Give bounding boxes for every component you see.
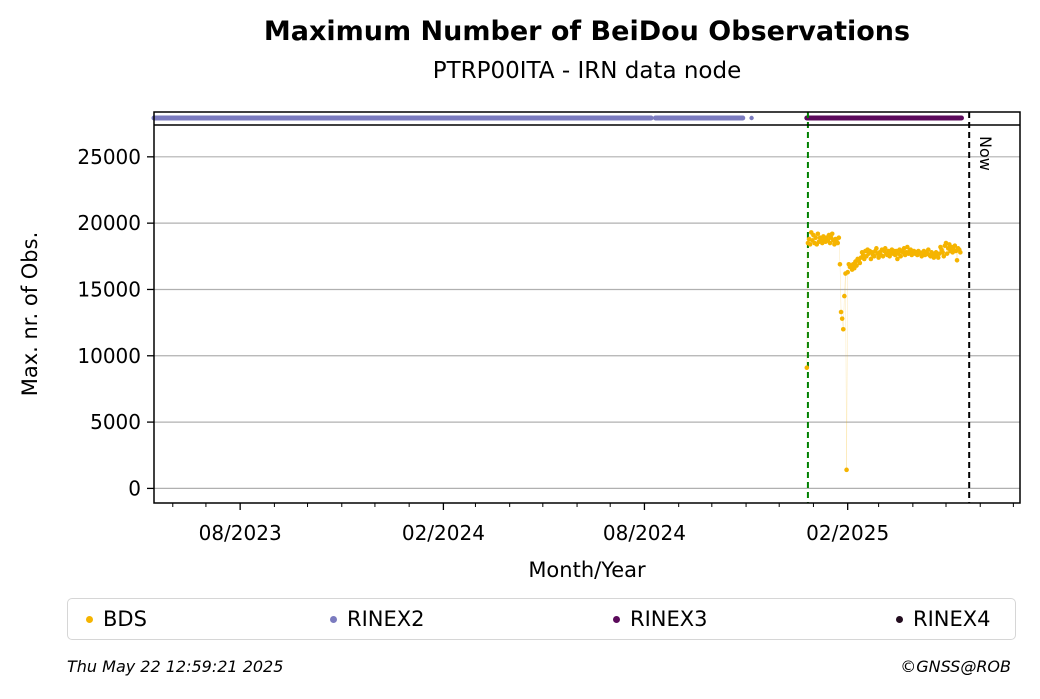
x-axis: 08/2023 02/2024 08/2024 02/2025	[172, 503, 1014, 545]
now-label: Now	[976, 136, 995, 171]
bds-point	[827, 240, 833, 246]
bds-point	[837, 261, 843, 267]
reference-lines: Now	[806, 112, 995, 503]
bds-point	[844, 467, 849, 473]
bds-point	[854, 263, 859, 268]
bds-point	[815, 231, 821, 237]
legend-marker-bds	[86, 615, 93, 623]
chart-subtitle: PTRP00ITA - IRN data node	[432, 58, 742, 84]
bds-connector	[806, 232, 961, 470]
y-tick-label: 25000	[77, 145, 141, 169]
y-tick-label: 10000	[77, 344, 141, 368]
y-tick-label: 0	[128, 476, 141, 500]
bds-point	[871, 254, 877, 259]
bds-point	[845, 269, 850, 275]
bds-point	[898, 254, 904, 259]
y-axis: 0 5000 10000 15000 20000 25000	[77, 145, 154, 500]
bds-points	[804, 230, 963, 473]
bds-point	[835, 240, 841, 246]
gridlines	[154, 156, 1020, 490]
legend-marker-rinex2	[330, 615, 337, 623]
bds-point	[804, 365, 810, 371]
bds-point	[882, 246, 888, 251]
legend: BDS RINEX2 RINEX3 RINEX4	[67, 598, 1016, 640]
bds-point	[954, 257, 960, 263]
format-point-rinex2	[749, 115, 754, 121]
legend-label-bds: BDS	[103, 607, 147, 631]
bds-point	[839, 316, 845, 321]
legend-item-rinex4: RINEX4	[896, 599, 991, 639]
bds-point	[838, 309, 844, 315]
bds-point	[857, 260, 863, 266]
legend-label-rinex4: RINEX4	[913, 607, 991, 631]
bds-point	[813, 235, 818, 241]
legend-label-rinex3: RINEX3	[630, 607, 708, 631]
bds-point	[868, 256, 874, 262]
x-axis-label: Month/Year	[528, 558, 646, 582]
x-tick-label: 08/2024	[603, 521, 686, 545]
bds-point	[836, 235, 842, 241]
bds-point	[887, 254, 892, 259]
bds-point	[940, 250, 945, 255]
legend-item-rinex2: RINEX2	[330, 599, 425, 639]
y-tick-label: 15000	[77, 277, 141, 301]
plot-frame	[153, 111, 1021, 504]
footer-credit: ©GNSS@ROB	[900, 657, 1011, 676]
x-tick-label: 02/2025	[806, 521, 889, 545]
bds-point	[895, 256, 900, 262]
bds-point	[944, 251, 950, 256]
legend-item-rinex3: RINEX3	[613, 599, 708, 639]
footer-timestamp: Thu May 22 12:59:21 2025	[67, 657, 284, 676]
x-tick-label: 08/2023	[199, 521, 282, 545]
legend-label-rinex2: RINEX2	[347, 607, 425, 631]
legend-marker-rinex3	[613, 615, 620, 623]
x-tick-label: 02/2024	[402, 521, 485, 545]
legend-item-bds: BDS	[86, 599, 147, 639]
bds-point	[874, 246, 879, 251]
chart-title: Maximum Number of BeiDou Observations	[263, 16, 911, 47]
legend-marker-rinex4	[896, 615, 903, 623]
bds-point	[840, 326, 846, 332]
bds-point	[829, 231, 835, 237]
bds-point	[842, 293, 847, 299]
y-axis-label: Max. nr. of Obs.	[18, 232, 42, 397]
y-tick-label: 20000	[77, 211, 141, 235]
format-strip	[151, 115, 964, 121]
bds-point	[941, 254, 947, 259]
chart-svg: Now 0 5000 10000 15000 20000 25000 08/2023 02/…	[18, 111, 1021, 582]
bds-point	[958, 250, 963, 255]
y-tick-label: 5000	[90, 410, 141, 434]
bds-point	[952, 243, 958, 248]
bds-point	[935, 255, 941, 260]
bds-point	[807, 242, 813, 247]
bds-point	[905, 244, 910, 250]
bds-point	[926, 247, 931, 252]
bds-point	[880, 254, 886, 259]
